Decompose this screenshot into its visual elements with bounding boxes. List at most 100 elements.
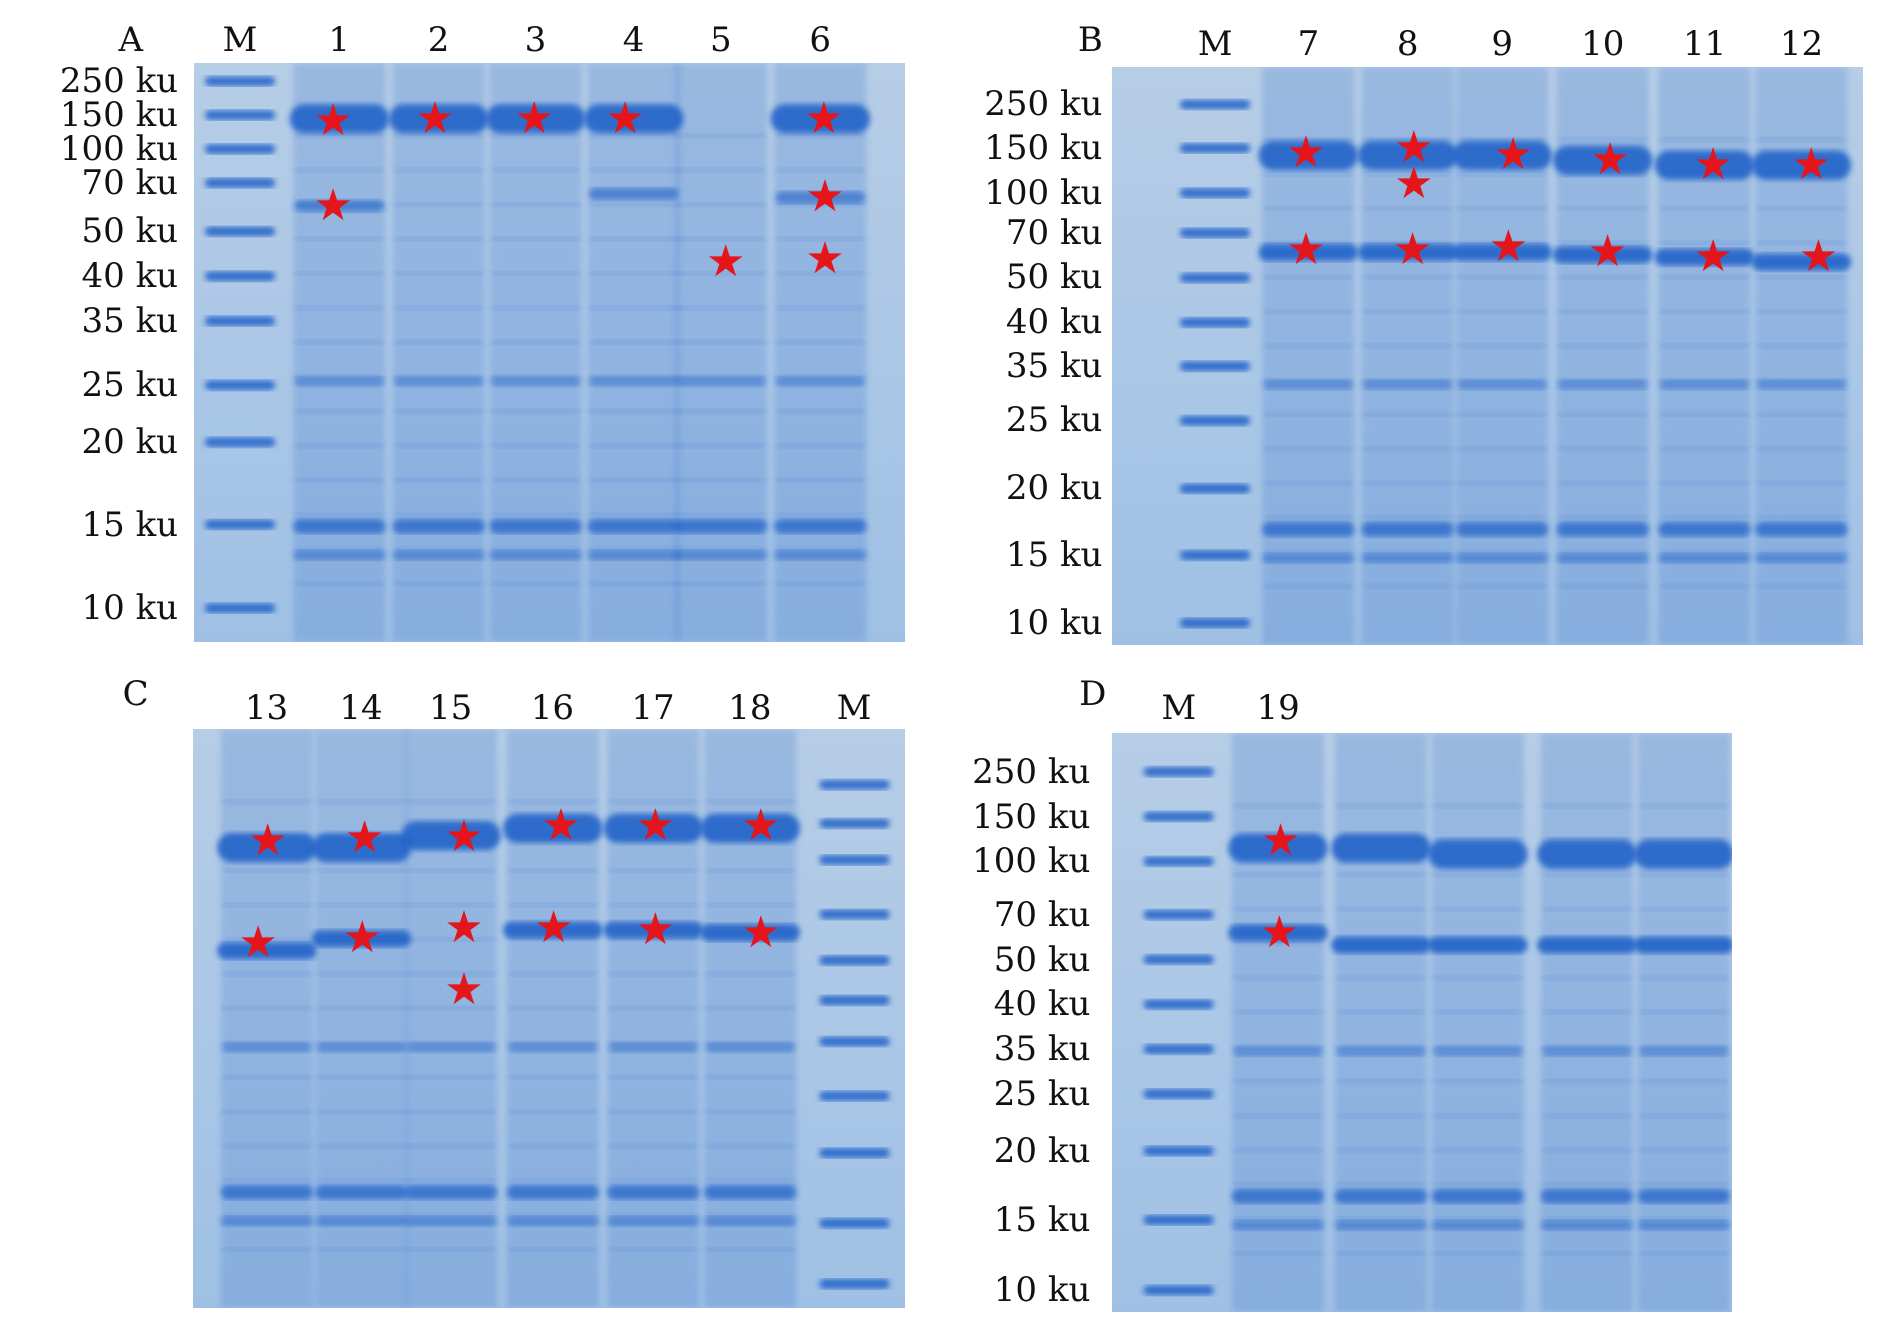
sample-lane bbox=[1541, 732, 1634, 1313]
faint-band bbox=[1233, 906, 1323, 912]
faint-band bbox=[1542, 872, 1632, 877]
faint-band bbox=[405, 971, 496, 977]
marker-band bbox=[204, 144, 275, 154]
faint-band bbox=[705, 1247, 795, 1253]
faint-band bbox=[705, 1212, 795, 1218]
faint-band bbox=[393, 512, 484, 517]
marker-label: 20 ku bbox=[81, 422, 179, 463]
gel-bands bbox=[1180, 66, 1852, 645]
faint-band bbox=[1542, 906, 1632, 912]
marker-band bbox=[1180, 99, 1251, 110]
target-band bbox=[502, 921, 603, 939]
lane-label: 12 bbox=[1779, 23, 1824, 64]
target-band bbox=[311, 930, 411, 948]
target-band bbox=[1654, 150, 1755, 180]
faint-band bbox=[1362, 514, 1453, 520]
faint-band bbox=[676, 546, 766, 552]
marker-band bbox=[1180, 415, 1251, 426]
faint-band bbox=[676, 236, 766, 242]
lane-label: 6 bbox=[809, 19, 831, 60]
marker-label: 40 ku bbox=[1005, 302, 1103, 343]
lane-label: 11 bbox=[1682, 23, 1727, 64]
marker-band bbox=[818, 1091, 890, 1102]
faint-band bbox=[1659, 480, 1750, 486]
faint-band bbox=[1756, 205, 1847, 211]
marker-band bbox=[818, 955, 890, 966]
faint-band bbox=[1336, 906, 1426, 912]
marker-band bbox=[204, 316, 275, 326]
faint-band bbox=[588, 546, 679, 552]
faint-band bbox=[1756, 480, 1847, 486]
lane-label: M bbox=[222, 19, 258, 60]
marker-label: 70 ku bbox=[1005, 212, 1103, 253]
star-marker-icon: ★ bbox=[635, 800, 676, 852]
faint-band bbox=[294, 580, 385, 586]
marker-label: 150 ku bbox=[59, 95, 179, 136]
marker-band bbox=[1180, 272, 1251, 283]
faint-band bbox=[1433, 1147, 1523, 1153]
faint-band bbox=[775, 580, 865, 586]
gel-image bbox=[1112, 66, 1864, 645]
faint-band bbox=[1433, 803, 1523, 809]
protein-band bbox=[316, 1042, 406, 1053]
faint-band bbox=[221, 1006, 312, 1012]
faint-band bbox=[1457, 480, 1548, 486]
protein-band bbox=[606, 1185, 700, 1200]
faint-band bbox=[1263, 446, 1354, 451]
lane-label: 10 bbox=[1581, 23, 1625, 64]
faint-band bbox=[608, 1212, 698, 1218]
star-marker-icon: ★ bbox=[533, 902, 574, 953]
target-band bbox=[1428, 839, 1528, 869]
faint-band bbox=[294, 477, 385, 483]
protein-band bbox=[587, 518, 680, 534]
faint-band bbox=[1433, 1009, 1523, 1015]
marker-label: 20 ku bbox=[993, 1130, 1091, 1171]
star-marker-icon: ★ bbox=[1394, 121, 1434, 173]
faint-band bbox=[1457, 411, 1548, 417]
target-band bbox=[1537, 936, 1637, 954]
faint-band bbox=[221, 868, 312, 874]
faint-band bbox=[1659, 583, 1750, 589]
faint-band bbox=[775, 339, 865, 345]
faint-band bbox=[608, 1143, 698, 1149]
star-marker-icon: ★ bbox=[1693, 230, 1733, 282]
marker-band bbox=[204, 271, 275, 282]
faint-band bbox=[676, 339, 766, 345]
faint-band bbox=[1433, 1182, 1523, 1187]
protein-band bbox=[1541, 1220, 1634, 1231]
target-band bbox=[1331, 833, 1431, 863]
faint-band bbox=[1756, 514, 1847, 520]
marker-label: 15 ku bbox=[1005, 534, 1103, 575]
protein-band bbox=[506, 1216, 599, 1227]
faint-band bbox=[588, 305, 679, 311]
star-marker-icon: ★ bbox=[1590, 133, 1630, 185]
gel-image bbox=[1112, 732, 1733, 1313]
faint-band bbox=[1756, 239, 1847, 245]
faint-band bbox=[1639, 1250, 1729, 1256]
marker-band bbox=[204, 603, 275, 614]
faint-band bbox=[588, 477, 679, 483]
marker-band bbox=[1180, 550, 1251, 560]
target-band bbox=[502, 814, 603, 844]
marker-band bbox=[1180, 361, 1251, 371]
faint-band bbox=[490, 443, 581, 449]
faint-band bbox=[705, 1109, 795, 1115]
faint-band bbox=[1659, 514, 1750, 520]
faint-band bbox=[1659, 549, 1750, 554]
faint-band bbox=[1336, 1250, 1426, 1256]
faint-band bbox=[608, 1075, 698, 1080]
faint-band bbox=[490, 477, 581, 483]
marker-band bbox=[1143, 1285, 1214, 1296]
faint-band bbox=[676, 305, 766, 311]
sample-lane bbox=[674, 62, 767, 643]
faint-band bbox=[1557, 514, 1648, 520]
marker-band bbox=[818, 995, 890, 1006]
faint-band bbox=[507, 971, 598, 977]
marker-label: 100 ku bbox=[972, 841, 1091, 882]
protein-band bbox=[1335, 1220, 1428, 1231]
marker-band bbox=[1143, 1146, 1214, 1156]
faint-band bbox=[775, 477, 865, 483]
protein-band bbox=[587, 550, 680, 561]
marker-band bbox=[818, 909, 890, 920]
protein-band bbox=[220, 1185, 313, 1200]
